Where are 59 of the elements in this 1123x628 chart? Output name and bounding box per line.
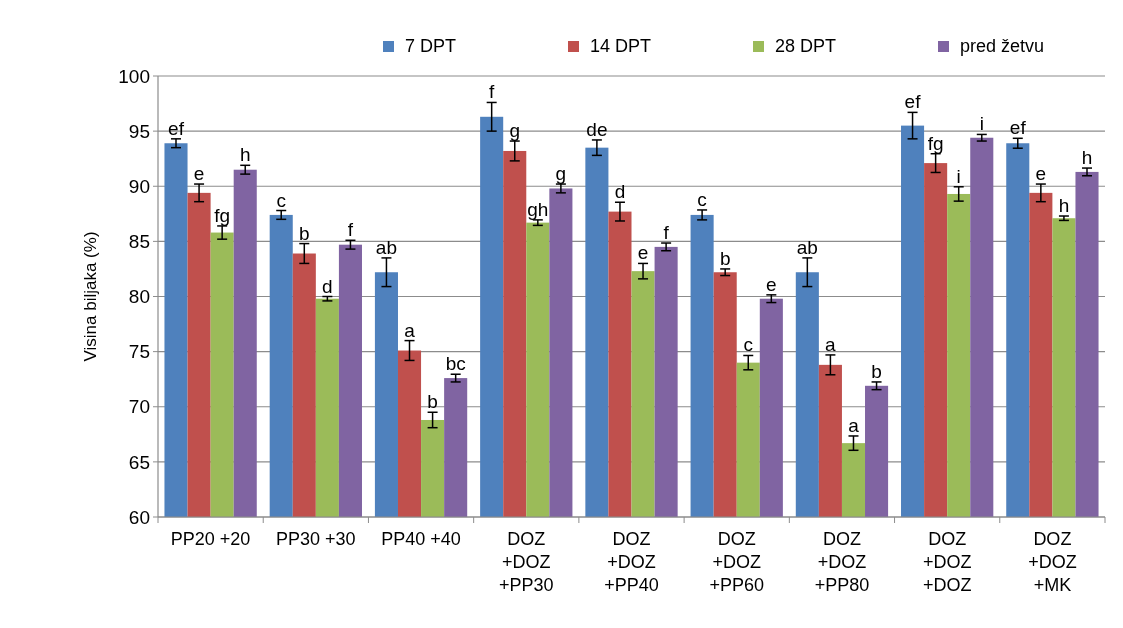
data-label: h bbox=[1058, 195, 1070, 217]
x-tick-label: DOZ +DOZ +PP80 bbox=[814, 529, 870, 595]
data-label: c bbox=[697, 188, 707, 210]
data-label: g bbox=[555, 163, 567, 185]
data-label: e bbox=[1035, 163, 1047, 185]
data-label: b bbox=[427, 391, 438, 413]
data-label: ab bbox=[375, 236, 398, 258]
x-tick-label: PP40 +40 bbox=[381, 529, 461, 549]
data-label: i bbox=[956, 165, 961, 187]
data-label: fg bbox=[927, 132, 944, 154]
data-label: h bbox=[239, 144, 251, 166]
data-label: ef bbox=[1009, 117, 1027, 139]
y-tick-label: 60 bbox=[128, 506, 150, 528]
legend-label: 28 DPT bbox=[775, 36, 837, 56]
x-tick-label: DOZ +DOZ +PP60 bbox=[709, 529, 764, 595]
data-label: fg bbox=[214, 204, 231, 226]
data-label: d bbox=[614, 181, 626, 203]
data-label: f bbox=[347, 219, 354, 241]
y-tick-label: 95 bbox=[128, 120, 150, 142]
data-label: ab bbox=[796, 236, 818, 258]
y-tick-label: 75 bbox=[128, 341, 150, 363]
y-tick-label: 85 bbox=[128, 231, 150, 253]
data-label: c bbox=[276, 189, 286, 211]
data-label: a bbox=[404, 319, 416, 341]
data-label: g bbox=[509, 120, 521, 142]
data-label: b bbox=[871, 360, 882, 382]
data-label: a bbox=[848, 414, 860, 436]
data-label: ef bbox=[168, 117, 185, 139]
data-label: de bbox=[586, 118, 608, 140]
legend-label: 7 DPT bbox=[405, 36, 457, 56]
y-tick-label: 65 bbox=[128, 451, 150, 473]
y-axis-title: Visina biljaka (%) bbox=[81, 231, 100, 362]
data-label: f bbox=[489, 81, 496, 103]
data-label: gh bbox=[527, 198, 549, 220]
data-label: e bbox=[193, 163, 205, 185]
data-label: ef bbox=[904, 91, 922, 113]
data-label: c bbox=[743, 334, 754, 356]
y-tick-label: 80 bbox=[128, 286, 150, 308]
legend-label: pred žetvu bbox=[960, 36, 1045, 56]
y-tick-label: 90 bbox=[128, 175, 150, 197]
x-tick-label: DOZ +DOZ +PP30 bbox=[499, 529, 554, 595]
data-label: b bbox=[299, 222, 310, 244]
data-label: e bbox=[637, 242, 649, 264]
legend-label: 14 DPT bbox=[590, 36, 652, 56]
data-label: f bbox=[663, 222, 670, 244]
data-label: b bbox=[719, 247, 731, 269]
data-label: e bbox=[766, 273, 777, 295]
x-tick-label: DOZ +DOZ +PP40 bbox=[604, 529, 659, 595]
x-tick-label: DOZ +DOZ +MK bbox=[1028, 529, 1077, 595]
x-tick-label: PP20 +20 bbox=[170, 529, 251, 549]
x-tick-label: PP30 +30 bbox=[276, 529, 356, 549]
y-tick-label: 70 bbox=[128, 396, 150, 418]
data-label: a bbox=[825, 333, 837, 355]
y-tick-label: 100 bbox=[118, 65, 150, 87]
data-label: i bbox=[979, 113, 984, 135]
data-label: bc bbox=[445, 353, 466, 375]
data-label: d bbox=[322, 275, 333, 297]
data-label: h bbox=[1081, 147, 1093, 169]
x-tick-label: DOZ +DOZ +DOZ bbox=[922, 529, 972, 595]
